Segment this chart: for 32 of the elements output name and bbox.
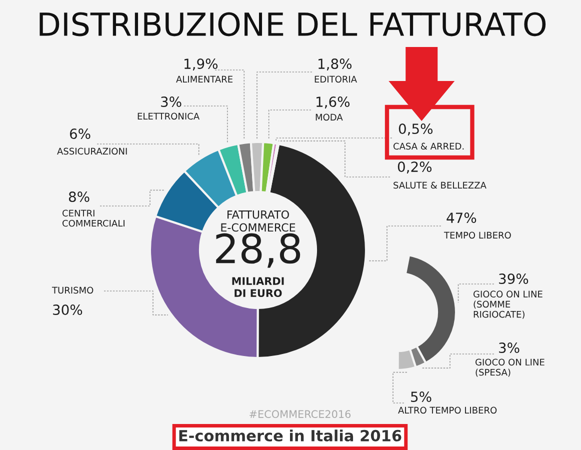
data-label: 47%	[446, 212, 476, 224]
text: #ECOMMERCE2016	[250, 410, 351, 418]
text: MILIARDI DI EURO	[232, 277, 284, 298]
text: 28,8	[216, 233, 300, 268]
slice-label: SALUTE & BELLEZZA	[394, 182, 486, 189]
data-label: 6%	[70, 128, 90, 140]
slice-label: TURISMO	[52, 286, 94, 294]
data-label: 3%	[499, 342, 520, 354]
text: E-commerce in Italia 2016	[179, 430, 402, 442]
slice-label: ALTRO TEMPO LIBERO	[398, 406, 497, 414]
slice-label: EDITORIA	[314, 76, 357, 83]
slice-label: ASSICURAZIONI	[57, 148, 127, 155]
data-label: 30%	[53, 304, 82, 316]
slice-label: MODA	[316, 114, 343, 121]
data-label: 1,8%	[318, 58, 352, 70]
text: FATTURATO E-COMMERCE	[221, 210, 296, 232]
data-label: 1,9%	[184, 58, 218, 70]
slice-label: GIOCO ON LINE (SPESA)	[476, 358, 544, 377]
slice-label: CENTRI COMMERCIALI	[62, 210, 124, 227]
chart-title: DISTRIBUZIONE DEL FATTURATO	[40, 12, 546, 36]
slice-label: ELETTRONICA	[138, 112, 200, 120]
data-label: 39%	[499, 274, 528, 284]
data-label: 1,6%	[316, 96, 350, 108]
data-label: 8%	[68, 192, 90, 202]
slice-label: TEMPO LIBERO	[444, 232, 511, 239]
data-label: 5%	[411, 392, 432, 402]
slice-label: CASA & ARRED.	[394, 142, 464, 150]
data-label: 0,2%	[398, 162, 432, 174]
slice-label: ALIMENTARE	[176, 76, 233, 82]
slice-label: GIOCO ON LINE (SOMME RIGIOCATE)	[474, 290, 542, 319]
data-label: 0,5%	[398, 124, 433, 136]
data-label: 3%	[161, 96, 182, 108]
